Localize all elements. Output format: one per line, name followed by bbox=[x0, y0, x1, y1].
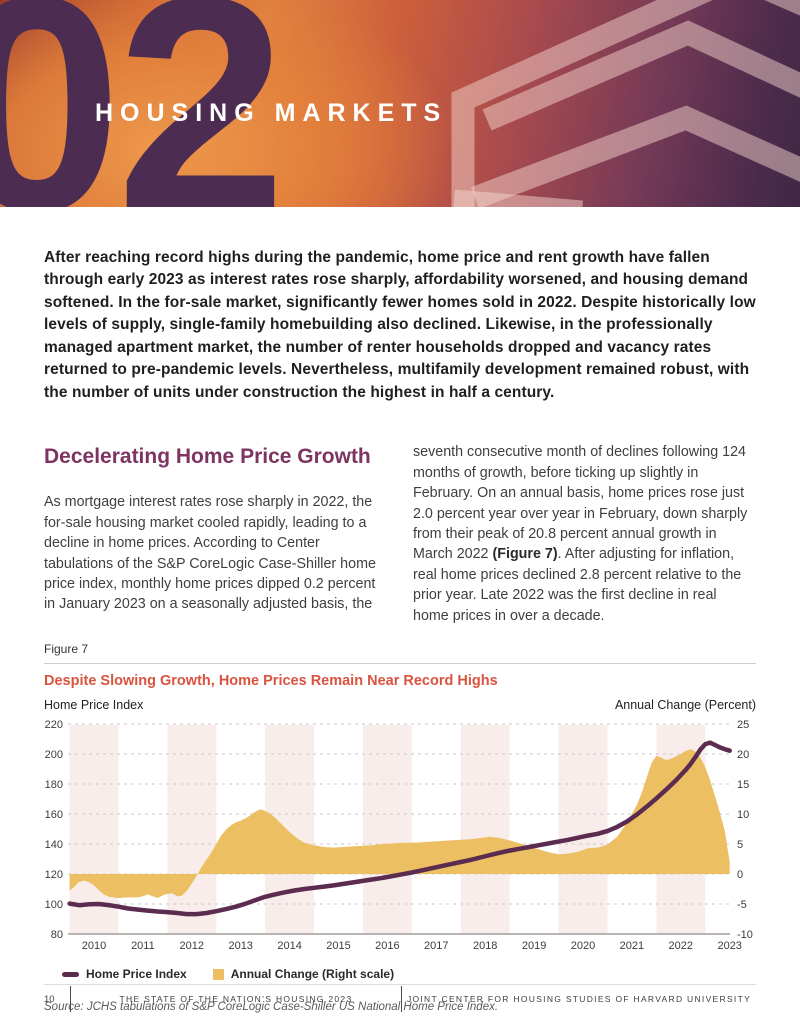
chapter-number: 02 bbox=[0, 0, 286, 207]
chart-legend: Home Price Index Annual Change (Right sc… bbox=[62, 967, 756, 981]
right-column: seventh consecutive month of declines fo… bbox=[413, 442, 756, 626]
footer-divider bbox=[70, 986, 71, 1012]
page-footer: 10 THE STATE OF THE NATION’S HOUSING 202… bbox=[44, 984, 756, 1013]
chapter-title: HOUSING MARKETS bbox=[95, 99, 448, 127]
svg-text:0: 0 bbox=[737, 869, 743, 881]
svg-text:20: 20 bbox=[737, 749, 749, 761]
intro-paragraph: After reaching record highs during the p… bbox=[44, 249, 756, 401]
footer-report-title: THE STATE OF THE NATION’S HOUSING 2023 bbox=[119, 994, 353, 1004]
svg-text:5: 5 bbox=[737, 839, 743, 851]
svg-text:2015: 2015 bbox=[326, 940, 350, 952]
svg-text:2023: 2023 bbox=[717, 940, 741, 952]
left-column-text: As mortgage interest rates rose sharply … bbox=[44, 494, 376, 613]
house-outline-icon bbox=[451, 0, 800, 207]
legend-item-annual-change: Annual Change (Right scale) bbox=[212, 967, 395, 982]
page-number: 10 bbox=[44, 993, 55, 1005]
figure-reference: (Figure 7) bbox=[492, 546, 558, 563]
legend-item-home-price-index: Home Price Index bbox=[62, 967, 187, 981]
right-column-text: seventh consecutive month of declines fo… bbox=[413, 444, 748, 563]
section-heading: Decelerating Home Price Growth bbox=[44, 445, 371, 469]
svg-text:-10: -10 bbox=[737, 929, 753, 941]
svg-text:2010: 2010 bbox=[82, 940, 106, 952]
svg-text:15: 15 bbox=[737, 779, 749, 791]
svg-text:10: 10 bbox=[737, 809, 749, 821]
svg-text:180: 180 bbox=[45, 779, 63, 791]
figure-title: Despite Slowing Growth, Home Prices Rema… bbox=[44, 673, 498, 690]
figure-chart-svg: 220200180160140120100802520151050-5-1020… bbox=[45, 719, 753, 952]
right-column-text-end: . After adjusting for inflation, real ho… bbox=[413, 546, 742, 624]
figure-chart: 220 200 180 160 140 120 100 80 25 20 15 10 5 0 -5 -10 20… bbox=[44, 716, 756, 959]
svg-text:2013: 2013 bbox=[228, 940, 252, 952]
svg-text:140: 140 bbox=[45, 839, 63, 851]
svg-text:2022: 2022 bbox=[669, 940, 693, 952]
svg-text:2017: 2017 bbox=[424, 940, 448, 952]
svg-text:2021: 2021 bbox=[620, 940, 644, 952]
square-swatch-icon bbox=[212, 968, 224, 980]
svg-text:100: 100 bbox=[45, 899, 63, 911]
svg-text:2011: 2011 bbox=[131, 940, 155, 952]
svg-text:-5: -5 bbox=[737, 899, 747, 911]
figure-label: Figure 7 bbox=[44, 642, 89, 657]
source-note: Source: JCHS tabulations of S&P CoreLogi… bbox=[44, 1001, 499, 1014]
svg-text:160: 160 bbox=[45, 809, 63, 821]
svg-text:220: 220 bbox=[45, 719, 63, 731]
footer-divider bbox=[401, 986, 402, 1012]
line-swatch-icon bbox=[62, 971, 79, 977]
legend-label: Home Price Index bbox=[86, 967, 187, 982]
svg-text:2012: 2012 bbox=[180, 940, 204, 952]
svg-text:25: 25 bbox=[737, 719, 749, 731]
svg-text:2014: 2014 bbox=[277, 940, 301, 952]
svg-text:2016: 2016 bbox=[375, 940, 399, 952]
left-column: Decelerating Home Price Growth As mortga… bbox=[44, 442, 387, 626]
right-axis-title: Annual Change (Percent) bbox=[614, 698, 756, 713]
chapter-banner: 02 HOUSING MARKETS bbox=[0, 0, 800, 207]
svg-text:2018: 2018 bbox=[473, 940, 497, 952]
left-axis-title: Home Price Index bbox=[44, 698, 144, 713]
svg-text:200: 200 bbox=[45, 749, 63, 761]
svg-text:80: 80 bbox=[51, 929, 63, 941]
body-columns: Decelerating Home Price Growth As mortga… bbox=[44, 442, 756, 626]
svg-text:2019: 2019 bbox=[522, 940, 546, 952]
legend-label: Annual Change (Right scale) bbox=[230, 967, 395, 982]
svg-text:2020: 2020 bbox=[571, 940, 595, 952]
svg-text:120: 120 bbox=[45, 869, 63, 881]
footer-organization: JOINT CENTER FOR HOUSING STUDIES OF HARV… bbox=[406, 994, 752, 1004]
figure-divider bbox=[44, 663, 756, 665]
